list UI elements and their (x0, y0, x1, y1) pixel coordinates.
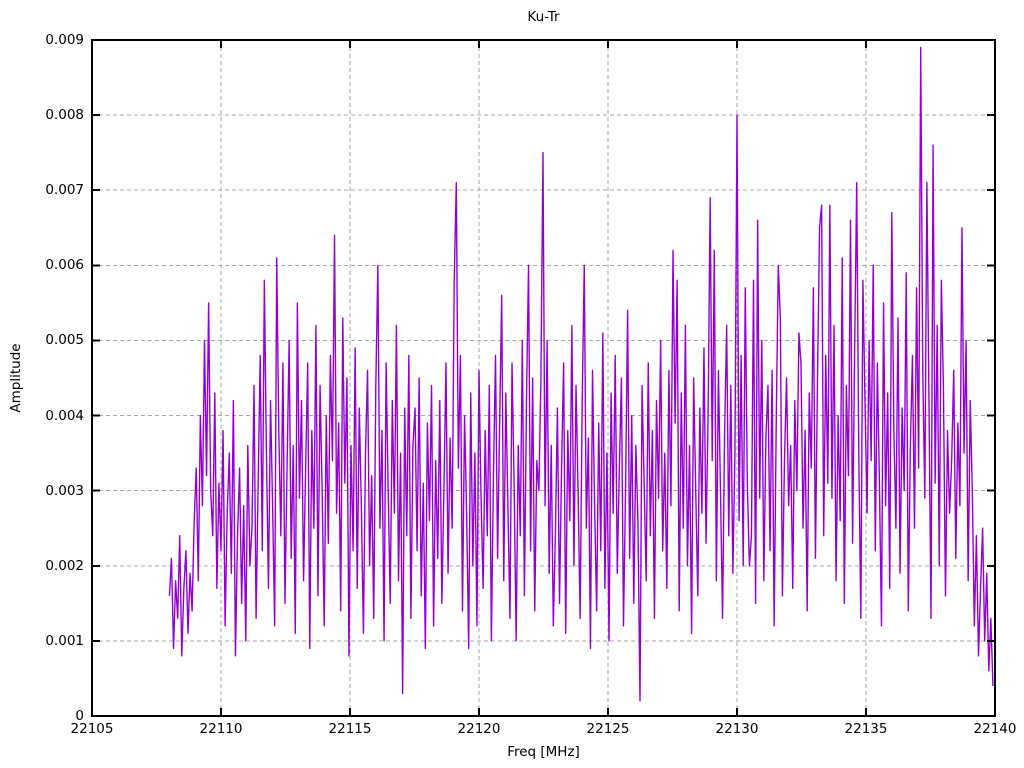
y-tick-label: 0.001 (45, 632, 84, 649)
y-tick-label: 0.009 (45, 32, 84, 48)
y-tick-label: 0.004 (45, 407, 84, 424)
x-tick-label: 22130 (715, 721, 759, 737)
y-tick-label: 0.007 (45, 182, 84, 199)
x-tick-label: 22105 (70, 721, 114, 737)
chart-title: Ku-Tr (527, 9, 560, 25)
x-tick-label: 22140 (973, 721, 1017, 737)
x-axis-label: Freq [MHz] (507, 744, 580, 760)
x-tick-label: 22135 (844, 721, 888, 737)
series-trace (168, 46, 994, 702)
x-tick-label: 22120 (457, 721, 501, 737)
y-tick-label: 0.006 (45, 257, 84, 274)
y-tick-label: 0.002 (45, 557, 84, 574)
y-tick-label: 0.003 (45, 482, 84, 499)
y-tick-label: 0 (75, 708, 84, 724)
y-tick-label: 0.008 (45, 107, 84, 124)
x-tick-label: 22115 (328, 721, 372, 737)
x-tick-label: 22125 (586, 721, 630, 737)
plot-border (91, 39, 996, 717)
x-tick-label: 22110 (199, 721, 243, 737)
y-tick-label: 0.005 (45, 332, 84, 349)
